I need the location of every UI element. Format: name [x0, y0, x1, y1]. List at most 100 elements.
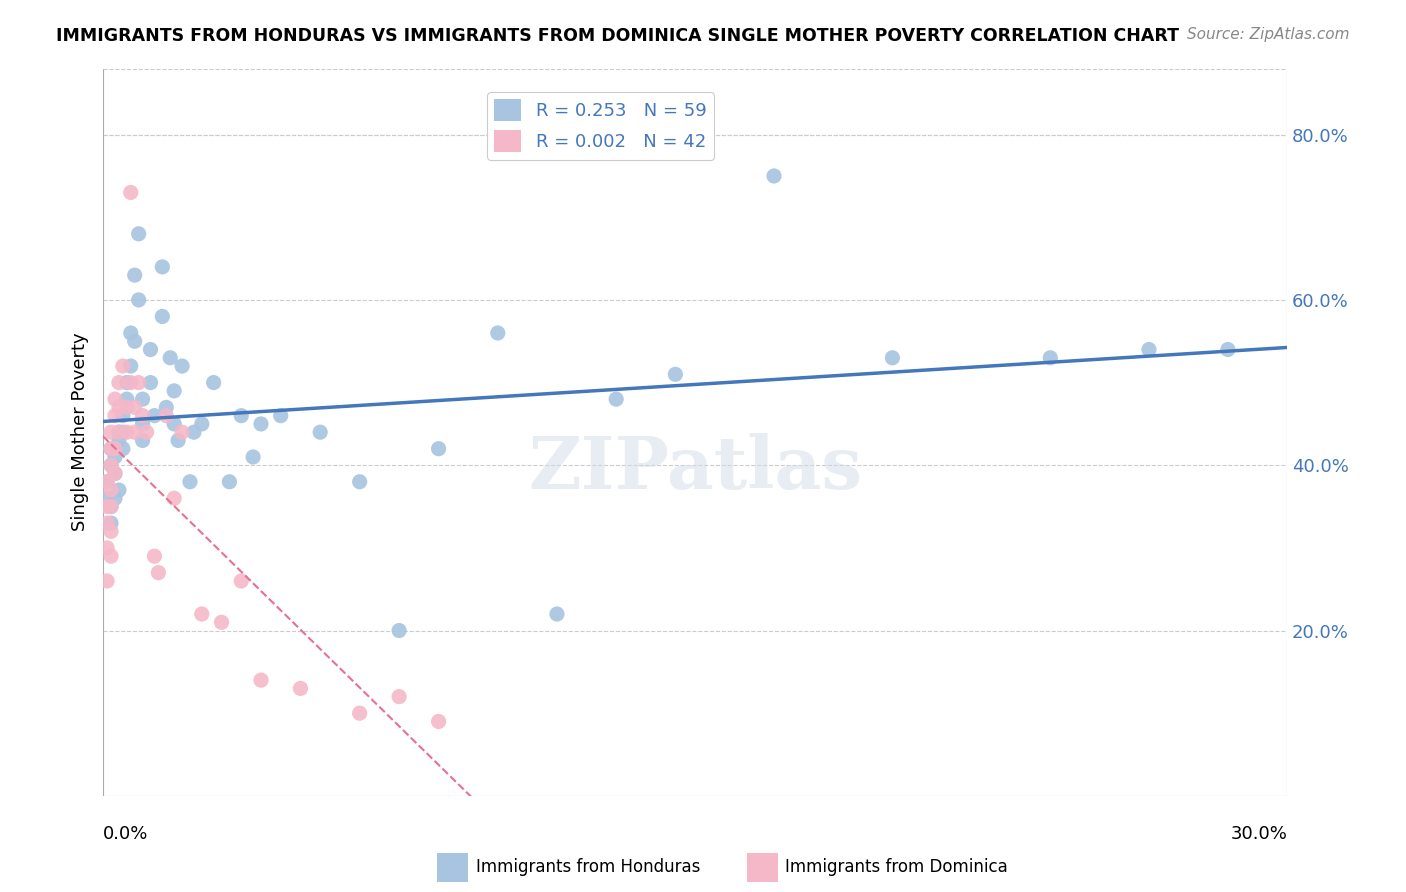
Point [96, 541, 118, 555]
Point [96, 491, 118, 506]
Point [546, 607, 568, 621]
Point [100, 549, 122, 563]
Point [100, 458, 122, 473]
Point [96, 574, 118, 588]
Point [108, 434, 131, 448]
Point [104, 467, 127, 481]
Text: ZIPatlas: ZIPatlas [529, 433, 862, 504]
Point [167, 434, 190, 448]
Point [486, 326, 509, 340]
Point [124, 268, 146, 282]
Point [143, 549, 166, 563]
Point [170, 359, 193, 373]
Y-axis label: Single Mother Poverty: Single Mother Poverty [72, 333, 89, 532]
Point [664, 368, 686, 382]
Text: 0.0%: 0.0% [103, 825, 149, 843]
Point [104, 491, 127, 506]
Point [763, 169, 786, 183]
Point [100, 458, 122, 473]
Point [148, 566, 170, 580]
Point [179, 475, 201, 489]
Point [388, 624, 411, 638]
Point [427, 714, 450, 729]
Point [139, 343, 162, 357]
Point [115, 392, 138, 406]
Point [120, 186, 142, 200]
Point [191, 607, 214, 621]
Point [100, 425, 122, 440]
Point [96, 516, 118, 530]
Text: 30.0%: 30.0% [1230, 825, 1286, 843]
Point [124, 334, 146, 349]
Point [100, 442, 122, 456]
Point [104, 467, 127, 481]
Point [128, 293, 150, 307]
Point [100, 524, 122, 539]
Point [270, 409, 292, 423]
Point [231, 409, 253, 423]
Point [108, 376, 131, 390]
Point [135, 425, 157, 440]
Point [155, 409, 177, 423]
Point [124, 425, 146, 440]
Text: Immigrants from Honduras: Immigrants from Honduras [475, 858, 700, 877]
Point [108, 483, 131, 497]
Point [131, 409, 153, 423]
Point [349, 706, 371, 721]
Point [120, 376, 142, 390]
Point [111, 359, 134, 373]
Point [96, 500, 118, 514]
Point [163, 384, 186, 398]
Point [131, 392, 153, 406]
Point [250, 673, 273, 687]
Point [218, 475, 240, 489]
Bar [437, 854, 468, 881]
Point [96, 475, 118, 489]
Point [211, 615, 233, 630]
Point [139, 376, 162, 390]
Point [124, 401, 146, 415]
Point [108, 425, 131, 440]
Point [242, 450, 264, 464]
Point [155, 401, 177, 415]
Point [202, 376, 225, 390]
Legend: R = 0.253   N = 59, R = 0.002   N = 42: R = 0.253 N = 59, R = 0.002 N = 42 [486, 92, 714, 160]
Point [96, 475, 118, 489]
Point [191, 417, 214, 431]
Point [108, 401, 131, 415]
Point [1137, 343, 1160, 357]
Point [131, 434, 153, 448]
Point [170, 425, 193, 440]
Point [104, 450, 127, 464]
Text: Immigrants from Dominica: Immigrants from Dominica [786, 858, 1008, 877]
Point [111, 442, 134, 456]
Point [231, 574, 253, 588]
Point [128, 376, 150, 390]
Point [250, 417, 273, 431]
Point [131, 417, 153, 431]
Point [115, 376, 138, 390]
Point [115, 425, 138, 440]
Point [1216, 343, 1239, 357]
Point [427, 442, 450, 456]
Point [104, 409, 127, 423]
Point [104, 392, 127, 406]
Point [150, 310, 173, 324]
Point [104, 442, 127, 456]
Point [159, 351, 181, 365]
Point [120, 326, 142, 340]
Point [128, 227, 150, 241]
Point [111, 409, 134, 423]
Point [163, 417, 186, 431]
Point [100, 500, 122, 514]
Point [100, 500, 122, 514]
Text: Source: ZipAtlas.com: Source: ZipAtlas.com [1187, 27, 1350, 42]
Point [108, 425, 131, 440]
Point [388, 690, 411, 704]
Point [882, 351, 904, 365]
Point [605, 392, 627, 406]
Point [120, 359, 142, 373]
Bar [747, 854, 778, 881]
Point [290, 681, 312, 696]
Point [115, 401, 138, 415]
